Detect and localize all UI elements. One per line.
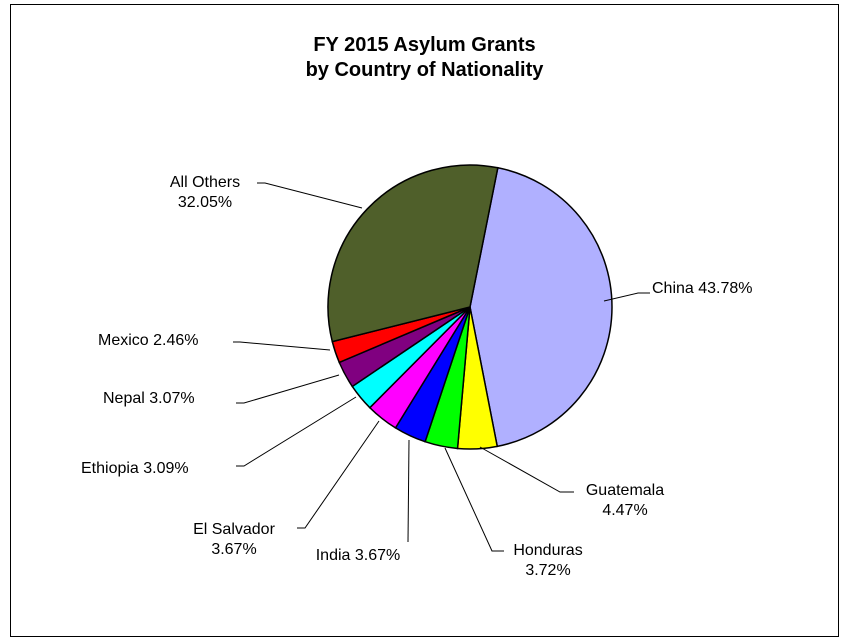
data-label-mexico: Mexico 2.46%: [98, 332, 199, 349]
data-label-china: China 43.78%: [652, 280, 753, 297]
data-label-india: India 3.67%: [316, 547, 401, 564]
data-label-guatemala: Guatemala 4.47%: [586, 482, 664, 519]
data-label-nepal: Nepal 3.07%: [103, 390, 195, 407]
data-label-el-salvador: El Salvador 3.67%: [193, 521, 275, 558]
leader-line-mexico: [233, 341, 331, 351]
leader-line-honduras: [444, 447, 504, 552]
leader-line-el-salvador: [297, 420, 380, 529]
leader-line-china: [603, 292, 650, 302]
data-label-all-others: All Others 32.05%: [170, 174, 240, 211]
chart-title: FY 2015 Asylum Grants: [313, 34, 536, 56]
leader-line-all-others: [257, 182, 363, 209]
leader-line-india: [407, 439, 410, 543]
pie-slice-all-others: [327, 164, 499, 343]
chart-subtitle: by Country of Nationality: [305, 59, 544, 81]
leader-line-nepal: [236, 374, 340, 404]
pie-slice-china: [469, 166, 613, 448]
data-label-ethiopia: Ethiopia 3.09%: [81, 460, 189, 477]
leader-line-guatemala: [479, 446, 574, 493]
leader-line-ethiopia: [236, 396, 357, 467]
data-label-honduras: Honduras 3.72%: [513, 542, 582, 579]
